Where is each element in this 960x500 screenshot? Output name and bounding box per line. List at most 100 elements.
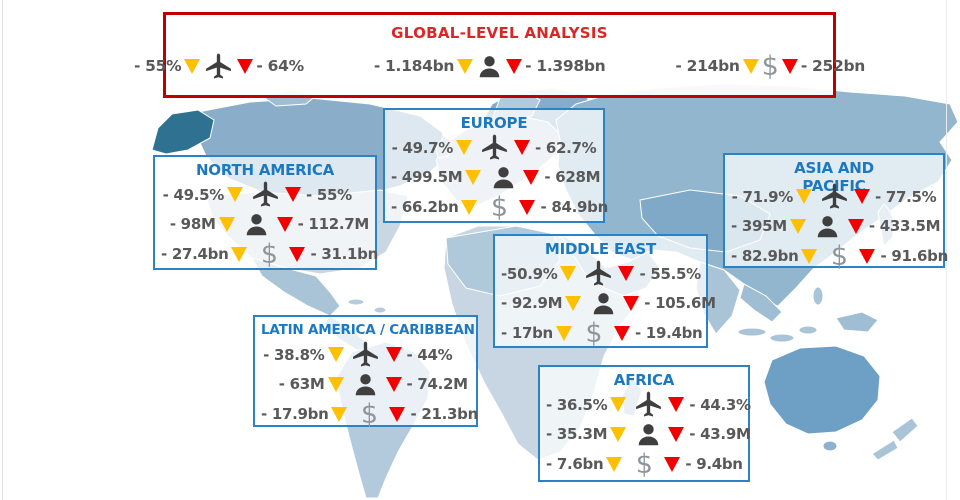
stat-row: - 214bn $ - 252bn [675,48,865,84]
dollar-icon: $ [252,241,286,268]
dollar-icon: $ [352,401,386,428]
map-new-zealand [871,439,899,461]
down-triangle-red-icon [623,295,640,311]
dollar-icon: $ [627,451,661,478]
dollar-glyph: $ [585,317,603,349]
dollar-icon: $ [822,243,856,270]
down-triangle-yellow-icon [465,169,482,185]
stat-row: - 17.9bn $ - 21.3bn [261,399,478,429]
stat-value-to: - 31.1bn [310,245,378,263]
down-triangle-red-icon [781,58,798,74]
africa-panel: AFRICA - 36.5% - 44.3% - 35.3M - 43.9M - 7.6b… [538,365,751,482]
stat-row: - 98M - 112.7M [161,209,369,239]
down-triangle-yellow-icon [801,248,818,264]
person-icon [476,53,503,80]
person-icon [631,421,665,448]
global-analysis-panel: GLOBAL-LEVEL ANALYSIS - 55% - 64% - 1.184b… [134,12,865,98]
down-triangle-yellow-icon [565,295,582,311]
down-triangle-yellow-icon [231,246,248,262]
stat-value-to: - 55.5% [639,264,701,283]
dollar-glyph: $ [635,448,653,480]
person-icon [486,164,520,191]
down-triangle-yellow-icon [184,58,201,74]
stat-value-to: - 84.9bn [540,198,608,216]
map-alaska [151,109,215,155]
stat-row: - 38.8% - 44% [261,339,470,369]
slide-edge-right [946,0,947,500]
asia-pacific-panel: ASIA AND PACIFIC- 71.9%- 77.5%- 395M- 43… [723,153,948,271]
stat-row: - 66.2bn $ - 84.9bn [391,192,608,222]
plane-icon [631,389,665,420]
global-analysis-title: GLOBAL-LEVEL ANALYSIS [391,24,608,42]
down-triangle-yellow-icon [331,406,348,422]
stat-value-to: - 64% [256,57,304,75]
stat-row: - 7.6bn $ - 9.4bn [546,449,743,479]
stat-value-to: - 44.3% [689,395,751,414]
stat-value-to: - 628M [544,168,601,186]
map-tasmania [822,440,838,452]
dollar-icon: $ [762,53,779,80]
stat-value-from: - 214bn [675,57,740,75]
down-triangle-yellow-icon [560,266,577,281]
map-caribbean-island [373,306,387,314]
down-triangle-red-icon [385,376,402,392]
down-triangle-red-icon [618,266,635,281]
stat-value-from: - 55% [133,57,182,75]
dollar-glyph: $ [260,238,279,270]
dollar-icon: $ [482,194,516,221]
down-triangle-yellow-icon [555,325,572,341]
down-triangle-red-icon [385,347,402,362]
region-title: NORTH AMERICA [195,161,335,179]
map-indonesia-island [769,333,795,343]
map-indonesia-island [798,325,818,335]
down-triangle-yellow-icon [789,218,806,234]
dollar-glyph: $ [360,398,379,430]
stat-value-to: - 1.398bn [525,57,606,75]
down-triangle-red-icon [854,189,870,204]
plane-icon [203,51,234,82]
down-triangle-red-icon [237,58,254,74]
dollar-glyph: $ [830,240,849,272]
stat-value-from: - 7.6bn [546,455,604,473]
stat-value-from: - 35.3M [546,425,608,443]
person-icon [811,213,845,240]
down-triangle-yellow-icon [327,376,344,392]
down-triangle-red-icon [514,140,530,155]
down-triangle-red-icon [506,58,523,74]
plane-icon [248,179,282,210]
person-icon [240,211,274,238]
stat-row: - 395M - 433.5M [731,211,941,241]
slide-edge-left [2,0,3,500]
stat-value-from: - 395M [731,217,787,235]
stat-row: - 49.5% - 55% [161,179,369,209]
stat-row: - 499.5M - 628M [391,162,601,192]
map-southeast-asia [739,283,783,323]
stat-value-from: - 71.9% [731,187,794,206]
stat-row: - 82.9bn $ - 91.6bn [731,241,948,271]
plane-icon [581,258,615,289]
down-triangle-red-icon [276,216,293,232]
stat-value-to: - 44% [406,345,453,364]
down-triangle-red-icon [668,397,685,412]
down-triangle-red-icon [389,406,406,422]
map-philippines [812,286,824,306]
down-triangle-red-icon [859,248,876,264]
map-australia [763,345,881,435]
stat-value-to: - 77.5% [875,187,937,206]
stat-value-to: - 91.6bn [880,247,948,265]
down-triangle-red-icon [613,325,630,341]
dollar-icon: $ [577,320,611,347]
stat-value-from: - 66.2bn [391,198,459,216]
map-indonesia-island [737,327,767,337]
down-triangle-yellow-icon [610,397,627,412]
stat-value-to: - 112.7M [297,215,370,233]
person-icon [586,290,620,317]
dollar-glyph: $ [761,50,779,82]
plane-icon [477,132,511,163]
down-triangle-red-icon [519,199,536,215]
stat-row: -50.9% - 55.5% [501,258,701,289]
stat-value-from: - 17bn [501,324,553,342]
stat-row: - 27.4bn $ - 31.1bn [161,239,378,269]
dollar-glyph: $ [490,191,509,223]
